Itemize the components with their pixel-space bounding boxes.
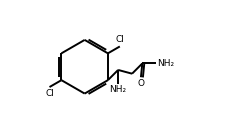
Text: Cl: Cl [115, 35, 124, 44]
Text: NH₂: NH₂ [110, 85, 127, 94]
Text: O: O [137, 79, 144, 88]
Text: NH₂: NH₂ [157, 59, 174, 68]
Text: Cl: Cl [45, 89, 54, 98]
